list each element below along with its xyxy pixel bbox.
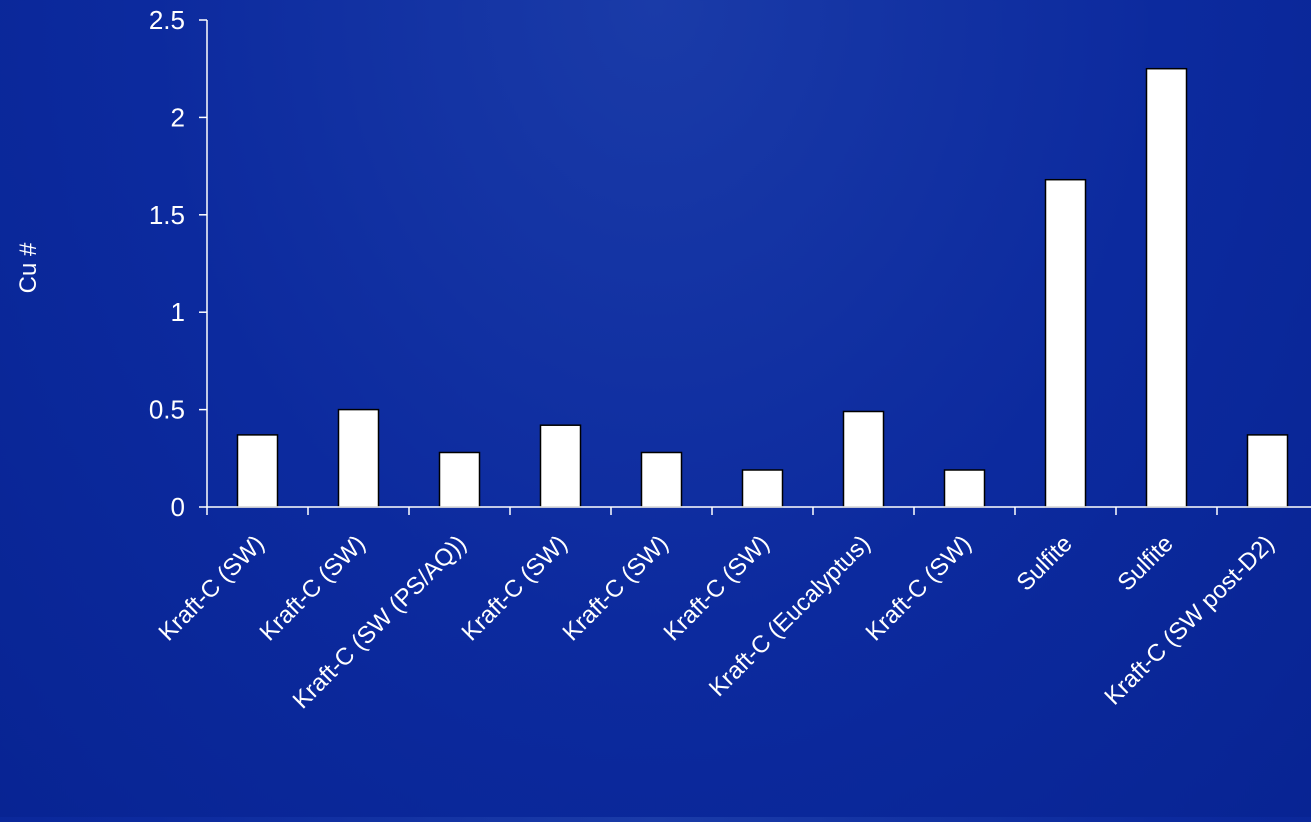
y-tick-label: 0.5 [149,395,185,425]
bar-8 [943,469,986,508]
x-tick-label: Kraft-C (SW) [457,530,573,646]
bar-11 [1246,434,1289,508]
bar-9 [1044,178,1087,508]
bar-3 [438,451,481,508]
y-tick-label: 1 [171,297,185,327]
y-tick-label: 0 [171,492,185,522]
x-tick-label: Kraft-C (SW (PS/AQ)) [288,530,472,714]
bar-6 [741,469,784,508]
bars-layer [236,67,1289,508]
y-tick-label: 2 [171,102,185,132]
axes-layer [206,20,1311,508]
x-tick-label: Kraft-C (SW) [861,530,977,646]
y-tick-label: 2.5 [149,5,185,35]
y-tick-label: 1.5 [149,200,185,230]
x-tick-label: Kraft-C (SW) [558,530,674,646]
bar-10 [1145,67,1188,508]
x-tick-label: Sulfite [1011,530,1077,596]
x-tick-label: Kraft-C (SW post-D2) [1099,530,1279,710]
x-tick-label: Sulfite [1112,530,1178,596]
bar-1 [236,434,279,508]
y-axis-label: Cu # [15,242,42,293]
bar-2 [337,408,380,508]
bar-4 [539,424,582,508]
bar-7 [842,410,885,508]
bar-5 [640,451,683,508]
x-tick-label: Kraft-C (SW) [154,530,270,646]
